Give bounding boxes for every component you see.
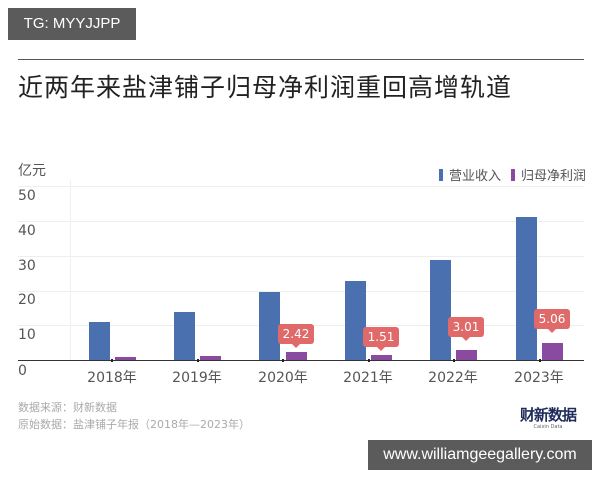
x-tick-2022: 2022年 [428, 370, 478, 386]
x-tickmark [197, 359, 199, 362]
gridline [18, 186, 584, 187]
x-tick-2018: 2018年 [87, 370, 137, 386]
legend-swatch-profit [510, 168, 515, 181]
legend-label-profit: 归母净利润 [520, 169, 586, 184]
legend-label-revenue: 营业收入 [448, 169, 501, 184]
x-tickmark [111, 359, 113, 362]
bar-revenue-2018 [89, 322, 110, 360]
source-line: 数据来源：财新数据 [18, 401, 117, 414]
x-tickmark [453, 359, 455, 362]
caixin-data-logo: 财新数据 Caixin Data [520, 404, 577, 430]
y-tick: 30 [18, 258, 36, 274]
data-label-2020: 2.42 [278, 324, 314, 348]
x-tickmark [539, 359, 541, 362]
gridline [18, 221, 584, 222]
gridline [18, 256, 584, 257]
y-tick: 10 [18, 327, 36, 343]
tg-badge: TG: MYYJJPP [8, 8, 136, 40]
x-tick-2019: 2019年 [172, 370, 222, 386]
x-axis-line [18, 360, 584, 361]
bar-revenue-2021 [345, 281, 366, 360]
x-tick-2021: 2021年 [343, 370, 393, 386]
bar-profit-2022 [456, 350, 477, 360]
title-divider [18, 59, 584, 60]
data-label-2022: 3.01 [448, 317, 484, 341]
watermark-url: www.williamgeegallery.com [368, 440, 592, 470]
bar-profit-2021 [371, 355, 392, 360]
gridline [18, 291, 584, 292]
y-tick: 20 [18, 292, 36, 308]
bar-profit-2018 [115, 357, 136, 360]
bar-revenue-2019 [174, 312, 195, 360]
bar-revenue-2022 [430, 260, 451, 360]
brand-cn: 财新数据 [520, 406, 577, 424]
data-label-2021: 1.51 [363, 327, 399, 351]
x-tick-2020: 2020年 [258, 370, 308, 386]
chart-title: 近两年来盐津铺子归母净利润重回高增轨道 [18, 73, 513, 102]
data-label-2023: 5.06 [534, 309, 570, 333]
x-tick-2023: 2023年 [514, 370, 564, 386]
bar-profit-2019 [200, 356, 221, 360]
x-tickmark [282, 359, 284, 362]
gridline-vertical [70, 180, 71, 360]
y-tick: 40 [18, 223, 36, 239]
x-tickmark [368, 359, 370, 362]
bar-profit-2023 [542, 343, 563, 360]
y-tick: 0 [18, 363, 27, 379]
raw-data-line: 原始数据：盐津铺子年报（2018年—2023年） [18, 418, 250, 431]
bar-revenue-2023 [516, 217, 537, 360]
bar-profit-2020 [286, 352, 307, 360]
legend-swatch-revenue [438, 168, 443, 181]
y-tick: 50 [18, 188, 36, 204]
bar-revenue-2020 [259, 292, 280, 360]
legend: 营业收入 归母净利润 [429, 165, 586, 184]
brand-en: Caixin Data [533, 424, 563, 430]
y-axis-unit: 亿元 [18, 163, 46, 179]
